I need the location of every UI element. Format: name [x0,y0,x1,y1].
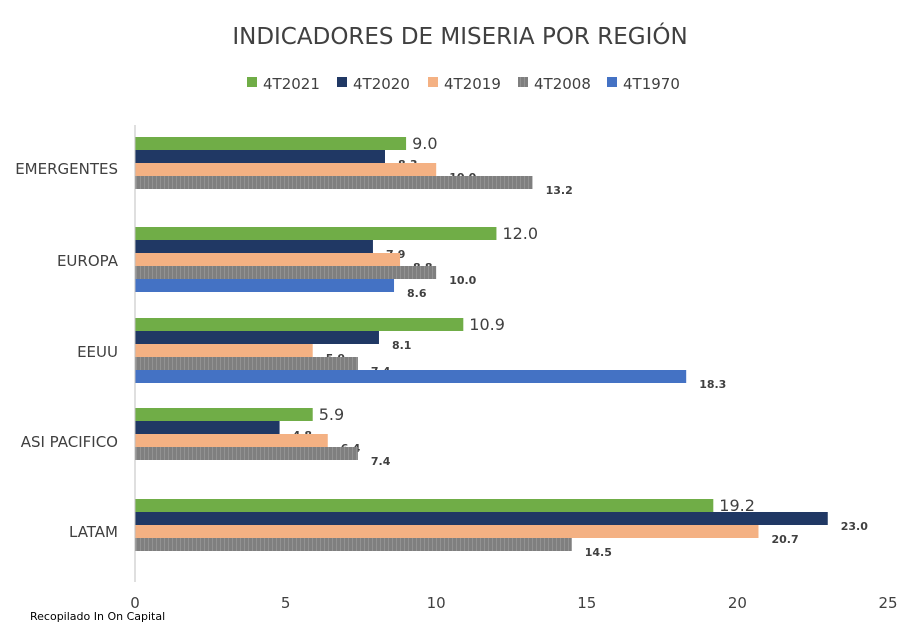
bar-latam-4T2008 [135,538,572,551]
bar-europa-4T2008 [135,266,437,279]
bar-europa-4T2019 [135,253,401,266]
x-tick-label: 15 [577,594,596,612]
x-tick-label: 25 [878,594,897,612]
bar-europa-4T2021 [135,227,497,240]
data-label-asi-pacifico-4T2008: 7.4 [371,455,391,468]
data-label-europa-4T1970: 8.6 [407,287,427,300]
data-label-latam-4T2008: 14.5 [585,546,612,559]
data-label-latam-4T2021: 19.2 [719,496,755,515]
legend-label-4T2020: 4T2020 [353,75,410,93]
bar-europa-4T2020 [135,240,373,253]
category-axis: EMERGENTES EUROPA EEUU ASI PACIFICO LATAM [15,160,119,541]
bar-emergentes-4T2019 [135,163,437,176]
legend-swatch-4T2008 [518,77,528,87]
value-axis: 0 5 10 15 20 25 [130,594,897,612]
bar-latam-4T2021 [135,499,714,512]
bar-eeuu-4T1970 [135,370,687,383]
x-tick-label: 10 [427,594,446,612]
chart-legend: 4T2021 4T2020 4T2019 4T2008 4T1970 [247,75,680,93]
bar-latam-4T2020 [135,512,828,525]
plot-area: 9.08.310.013.212.07.98.810.08.610.98.15.… [135,134,868,559]
legend-swatch-4T2019 [428,77,438,87]
category-label: EEUU [77,343,118,361]
data-label-europa-4T2008: 10.0 [449,274,476,287]
bar-eeuu-4T2020 [135,331,379,344]
bar-asi-pacifico-4T2020 [135,421,280,434]
bar-eeuu-4T2019 [135,344,313,357]
x-tick-label: 20 [728,594,747,612]
data-label-emergentes-4T2021: 9.0 [412,134,437,153]
legend-swatch-4T1970 [607,77,617,87]
bar-emergentes-4T2020 [135,150,385,163]
bar-europa-4T1970 [135,279,395,292]
category-label: EMERGENTES [15,160,118,178]
legend-label-4T2008: 4T2008 [534,75,591,93]
bar-eeuu-4T2021 [135,318,464,331]
legend-label-4T1970: 4T1970 [623,75,680,93]
bar-latam-4T2019 [135,525,759,538]
bar-emergentes-4T2021 [135,137,407,150]
x-tick-label: 0 [130,594,140,612]
data-label-latam-4T2019: 20.7 [771,533,798,546]
data-label-emergentes-4T2008: 13.2 [546,184,573,197]
category-label: EUROPA [57,252,119,270]
chart-title: INDICADORES DE MISERIA POR REGIÓN [232,22,687,50]
bar-eeuu-4T2008 [135,357,358,370]
data-label-eeuu-4T2020: 8.1 [392,339,412,352]
category-label: ASI PACIFICO [21,433,118,451]
data-label-latam-4T2020: 23.0 [841,520,868,533]
data-label-eeuu-4T2021: 10.9 [469,315,505,334]
legend-label-4T2019: 4T2019 [444,75,501,93]
legend-label-4T2021: 4T2021 [263,75,320,93]
data-label-asi-pacifico-4T2021: 5.9 [319,405,344,424]
data-label-eeuu-4T1970: 18.3 [699,378,726,391]
bar-asi-pacifico-4T2019 [135,434,328,447]
bar-emergentes-4T2008 [135,176,533,189]
legend-swatch-4T2020 [337,77,347,87]
x-tick-label: 5 [281,594,291,612]
data-label-europa-4T2021: 12.0 [502,224,538,243]
legend-swatch-4T2021 [247,77,257,87]
category-label: LATAM [69,523,118,541]
bar-asi-pacifico-4T2008 [135,447,358,460]
source-note: Recopilado In On Capital [30,610,165,623]
bar-asi-pacifico-4T2021 [135,408,313,421]
